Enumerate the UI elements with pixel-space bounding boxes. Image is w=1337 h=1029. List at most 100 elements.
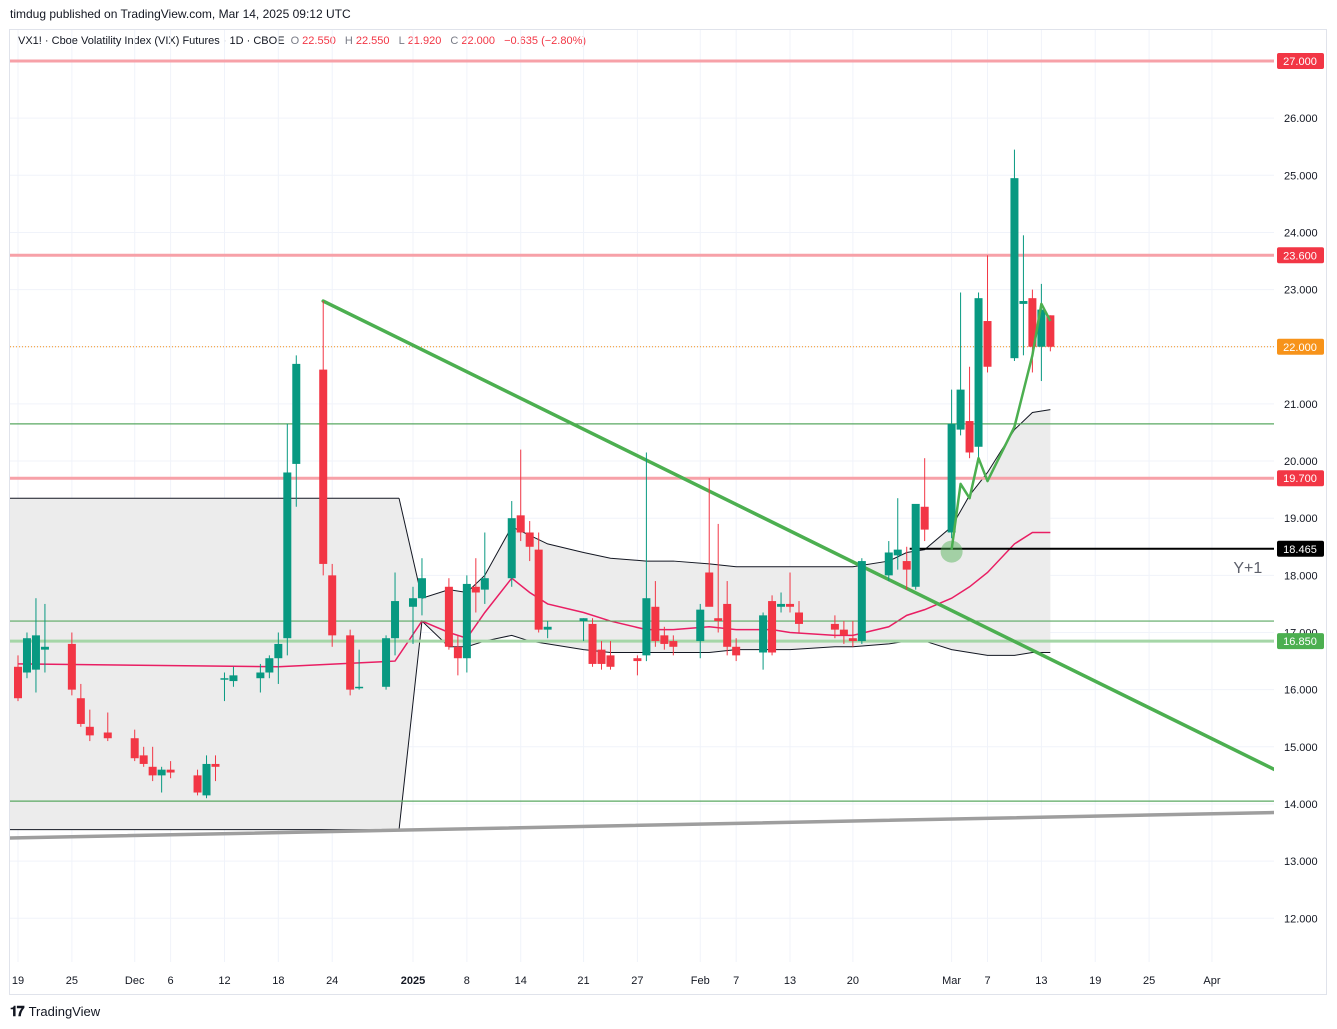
candle [642,452,651,662]
price-label-last_price: 22.000 [1277,338,1324,355]
y-tick-label: 19.000 [1284,513,1318,525]
candle-body [319,369,328,564]
keltner-basis-line [17,531,1051,668]
candle [723,581,732,656]
candle [22,632,31,679]
candle [857,558,866,644]
candle-body [139,755,148,764]
footer-brand[interactable]: 𝟏𝟕 TradingView [10,1003,100,1020]
candle-body [732,646,741,656]
candle-body [830,623,839,630]
candle-body [480,578,489,590]
highlight-marker [940,540,963,563]
candle [983,255,992,373]
candle-body [211,763,220,767]
x-axis: 19 25 Dec 6 12 18 24 2025 8 14 21 27 Feb 7 13 20 Mar 7 13 1… [12,975,1221,987]
candle [265,655,274,679]
candle [651,581,660,647]
candle-body [85,726,94,736]
candle-body [642,598,651,656]
candle [669,635,678,656]
candle-body [705,572,714,607]
x-tick-label: 25 [66,975,78,987]
candle-body [920,506,929,530]
x-tick-label: 24 [326,975,338,987]
candle-body [328,575,337,636]
price-label-black_level: 18.465 [1277,540,1324,557]
candle-body [534,549,543,630]
candle-body [256,672,265,679]
candle-body [794,612,803,624]
candle-body [857,561,866,642]
candle-body [606,655,615,667]
x-tick-label: Dec [125,975,145,987]
candle [40,603,49,673]
price-label-bg [1277,470,1324,487]
candle-body [516,515,525,533]
candle-body [839,629,848,636]
candle [920,458,929,542]
candle [157,766,166,793]
x-tick-label: 18 [272,975,284,987]
candle [759,612,768,670]
candle [893,498,902,570]
candle [794,601,803,633]
candle [480,532,489,604]
candle-body [786,603,795,607]
candle-body [723,603,732,647]
candle-body [408,598,417,607]
candle [391,572,400,656]
y-axis: 12.00013.00014.00015.00016.00017.00018.0… [1277,53,1324,925]
candle [1037,283,1046,382]
candle-body [157,769,166,776]
x-tick-label: Mar [942,975,961,987]
legend-symbol[interactable]: VX1! · Cboe Volatility Index (VIX) Futur… [18,35,285,47]
candle-body [1046,315,1055,347]
candle-body [1019,301,1028,304]
candle [830,615,839,639]
candle-body [22,638,31,673]
annotation-y-plus-1: Y+1 [1233,560,1262,577]
candle [1019,235,1028,356]
candle [660,626,669,650]
candle-body [759,615,768,653]
candle [543,621,552,639]
candle-body [130,738,139,759]
candle-body [103,732,112,739]
price-label-bg [1277,540,1324,557]
candle [319,301,328,576]
candle-body [471,586,480,593]
candle [229,666,238,687]
price-label-resistance: 23.600 [1277,247,1324,264]
candle [148,746,157,782]
x-tick-label: 19 [1089,975,1101,987]
candle [579,618,588,642]
candle-body [148,766,157,776]
candle-body [283,472,292,639]
candle-body [543,626,552,630]
candle-body [355,686,364,689]
candle [292,355,301,507]
candle [471,558,480,613]
candle-body [274,643,283,659]
tradingview-logo-icon: 𝟏𝟕 [10,1003,25,1019]
chart-frame [9,29,1327,995]
candle-body [453,646,462,659]
candle [220,672,229,702]
candle [525,521,534,562]
y-tick-label: 23.000 [1284,285,1318,297]
candle-body [166,769,175,773]
price-label-text: 23.600 [1283,250,1317,262]
candle-body [346,635,355,690]
candle-body [893,549,902,556]
candle-body [669,641,678,647]
x-tick-label: 7 [984,975,990,987]
x-tick-label: 25 [1143,975,1155,987]
candle [166,761,175,779]
candle [14,655,22,702]
x-tick-label: Apr [1203,975,1220,987]
legend-change: −0.635 (−2.80%) [504,35,587,47]
candle [839,621,848,644]
candle-body [14,666,22,699]
